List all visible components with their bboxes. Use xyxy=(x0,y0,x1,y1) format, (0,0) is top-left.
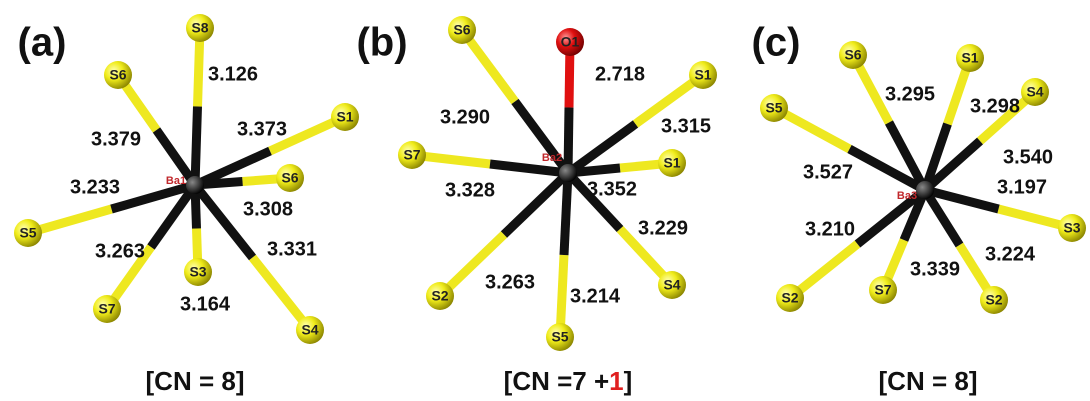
caption: [CN = 8] xyxy=(146,366,245,396)
atom-label: S4 xyxy=(663,277,680,293)
center-atom xyxy=(559,164,577,182)
caption: [CN = 8] xyxy=(879,366,978,396)
bond-length: 3.339 xyxy=(910,258,960,280)
panel: (a) Ba1 S8 3.126 S6 3.379 S1 3.373 S6 3.308 S5 3.23… xyxy=(14,14,359,396)
atom-label: S7 xyxy=(403,147,420,163)
panel-label: (a) xyxy=(18,21,67,65)
atom-label: S7 xyxy=(874,282,891,298)
bond xyxy=(568,108,569,174)
bond-length: 3.233 xyxy=(70,176,120,198)
bond-length: 3.126 xyxy=(208,63,258,85)
center-label: Ba3 xyxy=(897,190,917,202)
atom-label: S5 xyxy=(19,225,36,241)
caption-part: [CN = 8] xyxy=(879,366,978,396)
atom-label: S1 xyxy=(336,109,353,125)
bond xyxy=(195,107,198,186)
bond-length: 3.210 xyxy=(805,218,855,240)
atom-label: S3 xyxy=(1063,220,1080,236)
caption-part: [CN = 8] xyxy=(146,366,245,396)
atom-label: S2 xyxy=(431,288,448,304)
caption-part: 1 xyxy=(609,366,623,396)
atom-label: S3 xyxy=(189,264,206,280)
caption-part: ] xyxy=(624,366,633,396)
bond-length: 2.718 xyxy=(595,63,645,85)
atom-label: S7 xyxy=(98,301,115,317)
atom-label: S6 xyxy=(453,22,470,38)
center-label: Ba1 xyxy=(166,175,186,187)
bond-length: 3.379 xyxy=(91,128,141,150)
bond-length: 3.197 xyxy=(997,176,1047,198)
bond-length: 3.331 xyxy=(267,238,317,260)
panel-label: (b) xyxy=(356,21,407,65)
caption: [CN =7 +1] xyxy=(504,366,633,396)
atom-label: S6 xyxy=(109,67,126,83)
atom-label: S2 xyxy=(781,290,798,306)
bond-length: 3.224 xyxy=(985,243,1036,265)
atom-label: S6 xyxy=(281,170,298,186)
atom-label: S4 xyxy=(1026,84,1043,100)
atom-label: S6 xyxy=(844,47,861,63)
caption-part: [CN =7 + xyxy=(504,366,610,396)
atom-label: S8 xyxy=(191,20,208,36)
panel: (b) Ba2 O1 2.718 S6 3.290 S1 3.315 S7 3.328 S1 3.35… xyxy=(356,16,717,396)
atom-label: S1 xyxy=(694,67,711,83)
atom-label: S5 xyxy=(551,329,568,345)
bond-length: 3.373 xyxy=(237,118,287,140)
bond-length: 3.527 xyxy=(803,161,853,183)
center-label: Ba2 xyxy=(542,152,562,164)
atom-label: S4 xyxy=(301,322,318,338)
center-atom xyxy=(916,181,934,199)
atom-label: O1 xyxy=(561,34,580,50)
bond-length: 3.263 xyxy=(95,240,145,262)
bond-length: 3.298 xyxy=(970,95,1020,117)
bond-length: 3.295 xyxy=(885,83,935,105)
atom-label: S5 xyxy=(765,100,782,116)
atom-label: S1 xyxy=(663,155,680,171)
bond xyxy=(195,185,253,258)
atom-label: S1 xyxy=(961,50,978,66)
atom-label: S2 xyxy=(985,292,1002,308)
panel: (c) Ba3 S6 3.295 S1 3.298 S4 3.540 S5 3.527 S3 3.19… xyxy=(752,21,1086,396)
bond xyxy=(564,173,568,255)
bond-length: 3.540 xyxy=(1003,146,1053,168)
figure: (a) Ba1 S8 3.126 S6 3.379 S1 3.373 S6 3.308 S5 3.23… xyxy=(0,0,1090,401)
bond xyxy=(490,164,568,173)
bond-length: 3.328 xyxy=(445,179,495,201)
bond-length: 3.352 xyxy=(587,178,637,200)
bond xyxy=(504,173,568,235)
bond-length: 3.315 xyxy=(661,115,711,137)
panel-label: (c) xyxy=(752,21,801,65)
bond-length: 3.263 xyxy=(485,271,535,293)
center-atom xyxy=(186,176,204,194)
bond-length: 3.229 xyxy=(638,217,688,239)
bond-length: 3.214 xyxy=(570,285,621,307)
bond-length: 3.164 xyxy=(180,293,231,315)
bond-length: 3.290 xyxy=(440,106,490,128)
bond-length: 3.308 xyxy=(243,198,293,220)
